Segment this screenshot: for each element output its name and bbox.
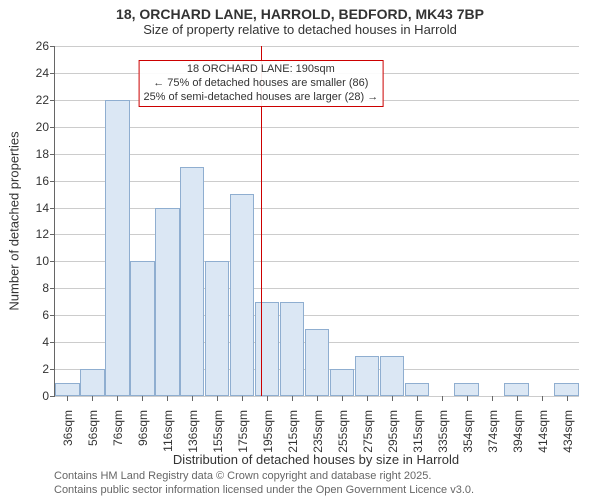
xtick-label: 275sqm xyxy=(359,410,375,453)
bar xyxy=(180,167,204,396)
xtick-mark xyxy=(317,396,318,401)
bar xyxy=(305,329,329,396)
ytick-label: 18 xyxy=(21,147,55,161)
xtick-mark xyxy=(367,396,368,401)
xtick-mark xyxy=(392,396,393,401)
xtick-label: 116sqm xyxy=(159,410,175,452)
bar xyxy=(454,383,478,396)
gridline xyxy=(55,234,579,235)
xtick-label: 76sqm xyxy=(109,410,125,446)
xtick-label: 255sqm xyxy=(334,410,350,453)
bar xyxy=(330,369,354,396)
ytick-label: 14 xyxy=(21,201,55,215)
xtick-label: 335sqm xyxy=(434,410,450,453)
xtick-label: 374sqm xyxy=(484,410,500,453)
xtick-mark xyxy=(417,396,418,401)
xtick-label: 235sqm xyxy=(309,410,325,453)
bar xyxy=(355,356,379,396)
title-line-1: 18, ORCHARD LANE, HARROLD, BEDFORD, MK43… xyxy=(0,6,600,22)
footer-line-2: Contains public sector information licen… xyxy=(54,484,474,496)
ytick-label: 16 xyxy=(21,174,55,188)
ytick-label: 4 xyxy=(21,335,55,349)
xtick-label: 215sqm xyxy=(284,410,300,453)
xtick-mark xyxy=(542,396,543,401)
ytick-label: 26 xyxy=(21,39,55,53)
xtick-mark xyxy=(267,396,268,401)
xtick-label: 414sqm xyxy=(534,410,550,453)
xtick-mark xyxy=(142,396,143,401)
xtick-label: 354sqm xyxy=(459,410,475,453)
xtick-mark xyxy=(217,396,218,401)
bar xyxy=(554,383,578,396)
title-block: 18, ORCHARD LANE, HARROLD, BEDFORD, MK43… xyxy=(0,0,600,37)
gridline xyxy=(55,46,579,47)
xtick-mark xyxy=(292,396,293,401)
bar xyxy=(280,302,304,396)
bar xyxy=(380,356,404,396)
xtick-label: 195sqm xyxy=(259,410,275,453)
xtick-label: 434sqm xyxy=(559,410,575,453)
xtick-mark xyxy=(192,396,193,401)
bar xyxy=(155,208,179,396)
xtick-mark xyxy=(67,396,68,401)
bar xyxy=(405,383,429,396)
xtick-label: 155sqm xyxy=(209,410,225,453)
xtick-mark xyxy=(92,396,93,401)
xtick-label: 295sqm xyxy=(384,410,400,453)
gridline xyxy=(55,127,579,128)
xtick-mark xyxy=(242,396,243,401)
bar xyxy=(105,100,129,396)
xtick-mark xyxy=(467,396,468,401)
ytick-label: 22 xyxy=(21,93,55,107)
bar xyxy=(80,369,104,396)
ytick-label: 2 xyxy=(21,362,55,376)
xtick-label: 36sqm xyxy=(59,410,75,446)
ytick-label: 8 xyxy=(21,281,55,295)
title-line-2: Size of property relative to detached ho… xyxy=(0,22,600,37)
xtick-mark xyxy=(492,396,493,401)
gridline xyxy=(55,208,579,209)
xtick-label: 96sqm xyxy=(134,410,150,446)
xtick-mark xyxy=(442,396,443,401)
xtick-mark xyxy=(167,396,168,401)
ytick-label: 10 xyxy=(21,254,55,268)
footer-line-1: Contains HM Land Registry data © Crown c… xyxy=(54,470,431,482)
xtick-label: 56sqm xyxy=(84,410,100,446)
xtick-label: 136sqm xyxy=(184,410,200,453)
bar xyxy=(205,261,229,396)
xtick-label: 394sqm xyxy=(509,410,525,453)
xtick-mark xyxy=(567,396,568,401)
annotation-line-3: 25% of semi-detached houses are larger (… xyxy=(143,91,378,105)
xtick-label: 175sqm xyxy=(234,410,250,453)
plot-area: 0246810121416182022242636sqm56sqm76sqm96… xyxy=(54,46,579,397)
xtick-mark xyxy=(117,396,118,401)
gridline xyxy=(55,154,579,155)
x-axis-label: Distribution of detached houses by size … xyxy=(173,452,459,467)
annotation-line-1: 18 ORCHARD LANE: 190sqm xyxy=(143,63,378,77)
ytick-label: 24 xyxy=(21,66,55,80)
annotation-box: 18 ORCHARD LANE: 190sqm← 75% of detached… xyxy=(138,60,383,107)
bar xyxy=(130,261,154,396)
bar xyxy=(504,383,528,396)
bar xyxy=(55,383,79,396)
gridline xyxy=(55,181,579,182)
xtick-label: 315sqm xyxy=(409,410,425,453)
ytick-label: 12 xyxy=(21,227,55,241)
chart-container: 18, ORCHARD LANE, HARROLD, BEDFORD, MK43… xyxy=(0,0,600,500)
bar xyxy=(230,194,254,396)
ytick-label: 0 xyxy=(21,389,55,403)
xtick-mark xyxy=(342,396,343,401)
y-axis-label: Number of detached properties xyxy=(7,131,22,310)
ytick-label: 20 xyxy=(21,120,55,134)
xtick-mark xyxy=(517,396,518,401)
ytick-label: 6 xyxy=(21,308,55,322)
bar xyxy=(255,302,279,396)
annotation-line-2: ← 75% of detached houses are smaller (86… xyxy=(143,77,378,91)
